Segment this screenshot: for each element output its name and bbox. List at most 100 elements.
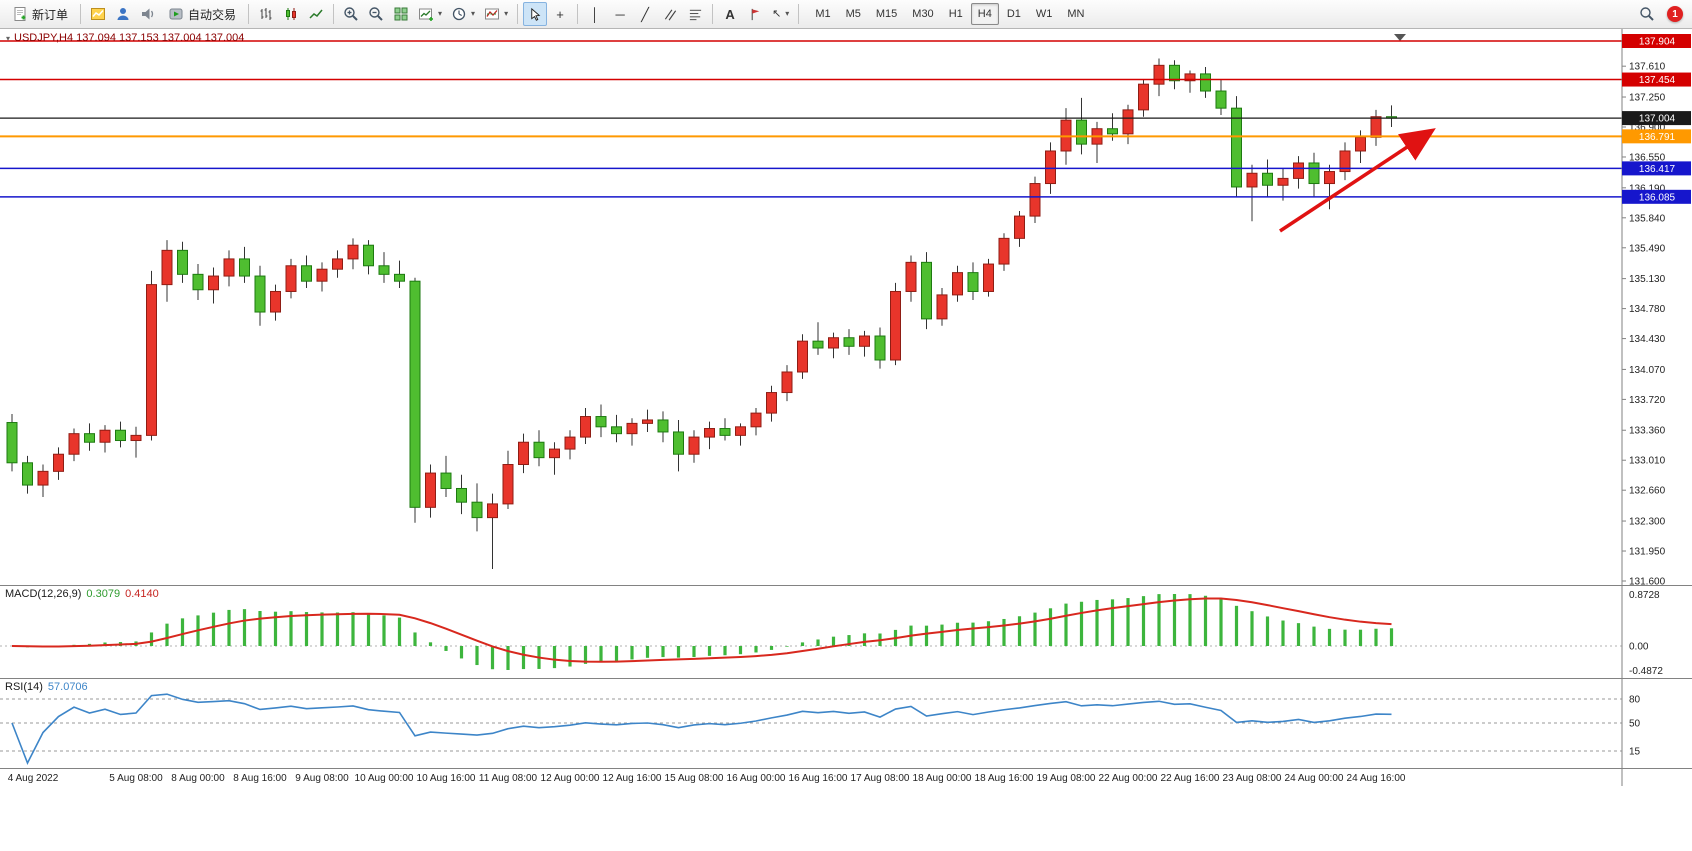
person-icon	[117, 8, 129, 20]
toolbar-right: 1	[1635, 2, 1687, 26]
svg-text:135.130: 135.130	[1629, 274, 1666, 285]
svg-text:8 Aug 16:00: 8 Aug 16:00	[233, 773, 287, 784]
fibonacci-icon	[689, 9, 701, 20]
candlestick-chart-button[interactable]	[279, 2, 303, 26]
tile-windows-icon	[394, 7, 408, 21]
arrows-tool-button[interactable]: ↖ ▾	[768, 2, 793, 26]
svg-text:19 Aug 08:00: 19 Aug 08:00	[1037, 773, 1096, 784]
svg-text:17 Aug 08:00: 17 Aug 08:00	[851, 773, 910, 784]
timeframe-group: M1 M5 M15 M30 H1 H4 D1 W1 MN	[808, 3, 1091, 25]
ohlc-bars-icon	[260, 8, 272, 20]
new-chart-button[interactable]: ▾	[414, 2, 446, 26]
svg-text:11 Aug 08:00: 11 Aug 08:00	[479, 773, 538, 784]
search-icon	[1640, 7, 1654, 21]
indicators-button[interactable]: ▾	[480, 2, 512, 26]
svg-text:50: 50	[1629, 719, 1641, 730]
svg-text:137.610: 137.610	[1629, 62, 1666, 73]
svg-text:135.490: 135.490	[1629, 243, 1666, 254]
svg-text:12 Aug 16:00: 12 Aug 16:00	[603, 773, 662, 784]
notification-badge[interactable]: 1	[1667, 6, 1683, 22]
bar-chart-button[interactable]	[254, 2, 278, 26]
chevron-down-icon: ▾	[471, 9, 476, 18]
svg-text:136.190: 136.190	[1629, 183, 1666, 194]
candlestick-chart[interactable]: 137.610 137.250 136.900 136.550 136.190 135.8…	[0, 29, 1692, 585]
crosshair-tool-button[interactable]: +	[548, 2, 572, 26]
auto-trading-icon	[169, 8, 183, 20]
macd-value-1: 0.3079	[86, 588, 121, 600]
svg-text:136.550: 136.550	[1629, 152, 1666, 163]
zoom-out-button[interactable]	[364, 2, 388, 26]
charts-list-button[interactable]	[86, 2, 110, 26]
chevron-down-icon: ▾	[504, 9, 509, 18]
svg-text:-0.4872: -0.4872	[1629, 666, 1663, 677]
svg-text:134.070: 134.070	[1629, 365, 1666, 376]
timeframe-button-h1[interactable]: H1	[942, 3, 970, 25]
new-order-label: 新订单	[32, 7, 69, 22]
fibonacci-tool-button[interactable]	[683, 2, 707, 26]
timeframe-button-m15[interactable]: M15	[869, 3, 904, 25]
separator	[712, 4, 714, 24]
chevron-down-icon: ▾	[438, 9, 443, 18]
timeframe-button-mn[interactable]: MN	[1060, 3, 1091, 25]
time-axis[interactable]: 4 Aug 2022 5 Aug 08:00 8 Aug 00:00 8 Aug 16…	[0, 768, 1692, 786]
vertical-line-icon: │	[591, 6, 600, 22]
tile-windows-button[interactable]	[389, 2, 413, 26]
timeframe-button-m30[interactable]: M30	[905, 3, 940, 25]
svg-text:9 Aug 08:00: 9 Aug 08:00	[295, 773, 349, 784]
timeframe-button-d1[interactable]: D1	[1000, 3, 1028, 25]
price-chart-panel[interactable]: ▾ USDJPY,H4 137.094 137.153 137.004 137.…	[0, 29, 1692, 585]
timeframe-button-m1[interactable]: M1	[808, 3, 837, 25]
chart-window-icon	[91, 8, 106, 20]
horizontal-line-tool-button[interactable]: ─	[608, 2, 632, 26]
flag-icon	[751, 8, 759, 20]
alerts-button[interactable]	[136, 2, 160, 26]
toolbar: 新订单 自动交易	[0, 0, 1692, 29]
svg-text:22 Aug 16:00: 22 Aug 16:00	[1161, 773, 1220, 784]
separator	[798, 4, 800, 24]
cursor-tool-button[interactable]	[523, 2, 548, 26]
crosshair-icon: +	[556, 6, 564, 22]
svg-text:15 Aug 08:00: 15 Aug 08:00	[665, 773, 724, 784]
vertical-line-tool-button[interactable]: │	[583, 2, 607, 26]
text-tool-button[interactable]: A	[718, 2, 742, 26]
search-button[interactable]	[1635, 2, 1659, 26]
new-order-button[interactable]: 新订单	[5, 2, 75, 26]
svg-text:16 Aug 16:00: 16 Aug 16:00	[789, 773, 848, 784]
svg-text:24 Aug 00:00: 24 Aug 00:00	[1285, 773, 1344, 784]
auto-trading-label: 自动交易	[188, 7, 237, 22]
svg-text:131.600: 131.600	[1629, 577, 1666, 586]
channel-tool-button[interactable]	[658, 2, 682, 26]
zoom-in-icon	[344, 7, 358, 21]
timeframe-button-w1[interactable]: W1	[1029, 3, 1060, 25]
macd-name: MACD(12,26,9)	[5, 588, 82, 600]
separator	[248, 4, 250, 24]
macd-panel[interactable]: MACD(12,26,9) 0.3079 0.4140 0.8728 0.00 -0…	[0, 585, 1692, 678]
svg-text:137.250: 137.250	[1629, 93, 1666, 104]
trendline-tool-button[interactable]: ╱	[633, 2, 657, 26]
auto-trading-button[interactable]: 自动交易	[161, 2, 243, 26]
svg-text:131.950: 131.950	[1629, 547, 1666, 558]
svg-text:136.417: 136.417	[1639, 164, 1676, 175]
rsi-panel[interactable]: RSI(14) 57.0706 80 50 15	[0, 678, 1692, 768]
svg-text:15: 15	[1629, 747, 1641, 758]
timeframe-button-h4[interactable]: H4	[970, 3, 999, 25]
profiles-button[interactable]: ▾	[447, 2, 479, 26]
line-chart-button[interactable]	[304, 2, 328, 26]
zoom-in-button[interactable]	[339, 2, 363, 26]
community-button[interactable]	[111, 2, 135, 26]
svg-text:137.004: 137.004	[1639, 114, 1676, 125]
bottom-space	[0, 786, 1692, 851]
svg-text:4 Aug 2022: 4 Aug 2022	[8, 773, 59, 784]
chart-window: ▾ USDJPY,H4 137.094 137.153 137.004 137.…	[0, 29, 1692, 851]
new-chart-icon	[419, 8, 434, 21]
timeframe-button-m5[interactable]: M5	[839, 3, 868, 25]
one-click-toggle-icon[interactable]: ▾	[6, 33, 11, 43]
zoom-out-icon	[369, 7, 383, 21]
indicator-icon	[485, 8, 500, 20]
svg-text:80: 80	[1629, 695, 1641, 706]
svg-text:0.8728: 0.8728	[1629, 590, 1660, 601]
label-tool-button[interactable]	[743, 2, 767, 26]
svg-text:136.085: 136.085	[1639, 192, 1676, 203]
svg-text:10 Aug 00:00: 10 Aug 00:00	[355, 773, 414, 784]
separator	[333, 4, 335, 24]
